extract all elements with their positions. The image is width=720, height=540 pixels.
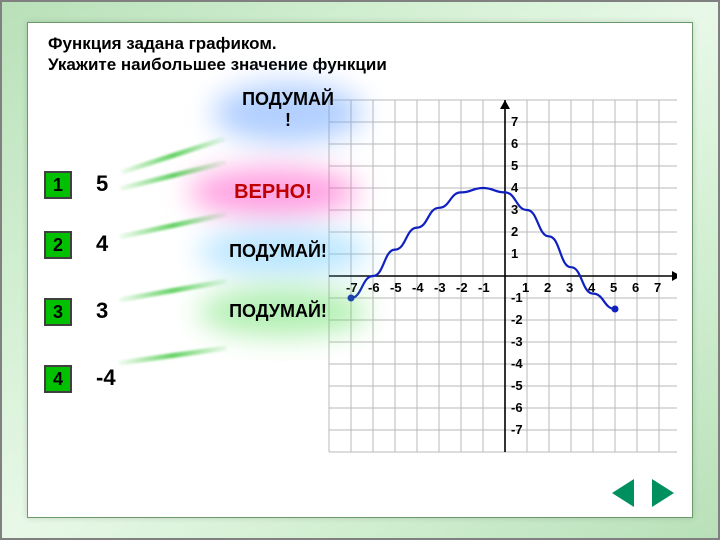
x-tick-label: 5 — [610, 280, 617, 295]
y-tick-label: -1 — [511, 290, 523, 305]
next-button[interactable] — [652, 479, 674, 507]
stroke-4 — [118, 345, 228, 365]
y-tick-label: -5 — [511, 378, 523, 393]
y-tick-label: 4 — [511, 180, 518, 195]
y-tick-label: 5 — [511, 158, 518, 173]
answer-number: 4 — [44, 365, 72, 393]
answer-value: 3 — [96, 298, 108, 324]
answer-option-1[interactable]: 15 — [44, 171, 108, 199]
answer-number: 3 — [44, 298, 72, 326]
answer-number: 1 — [44, 171, 72, 199]
x-tick-label: -6 — [368, 280, 380, 295]
feedback-top: ПОДУМАЙ ! — [228, 89, 348, 131]
x-tick-label: 2 — [544, 280, 551, 295]
x-tick-label: -1 — [478, 280, 490, 295]
answer-value: -4 — [96, 365, 116, 391]
answer-option-3[interactable]: 33 — [44, 298, 108, 326]
y-tick-label: 6 — [511, 136, 518, 151]
title-line-2: Укажите наибольшее значение функции — [48, 55, 387, 74]
question-title: Функция задана графиком. Укажите наиболь… — [48, 33, 387, 76]
y-tick-label: -3 — [511, 334, 523, 349]
stroke-3 — [118, 278, 227, 302]
x-tick-label: 6 — [632, 280, 639, 295]
y-tick-label: 2 — [511, 224, 518, 239]
feedback-2: ПОДУМАЙ! — [213, 241, 343, 262]
x-tick-label: -5 — [390, 280, 402, 295]
title-line-1: Функция задана графиком. — [48, 34, 277, 53]
x-tick-label: 1 — [522, 280, 529, 295]
y-tick-label: -4 — [511, 356, 523, 371]
y-tick-label: 3 — [511, 202, 518, 217]
feedback-3: ПОДУМАЙ! — [213, 301, 343, 322]
y-tick-label: 1 — [511, 246, 518, 261]
x-tick-label: -3 — [434, 280, 446, 295]
x-tick-label: 3 — [566, 280, 573, 295]
x-tick-label: -7 — [346, 280, 358, 295]
answer-number: 2 — [44, 231, 72, 259]
y-tick-label: -2 — [511, 312, 523, 327]
slide-panel: Функция задана графиком. Укажите наиболь… — [27, 22, 693, 518]
y-tick-label: -6 — [511, 400, 523, 415]
answer-option-2[interactable]: 24 — [44, 231, 108, 259]
answer-value: 4 — [96, 231, 108, 257]
x-tick-label: 7 — [654, 280, 661, 295]
stroke-1 — [120, 136, 226, 175]
stroke-2 — [119, 212, 228, 240]
x-tick-label: 4 — [588, 280, 595, 295]
y-tick-label: -7 — [511, 422, 523, 437]
prev-button[interactable] — [612, 479, 634, 507]
y-tick-label: 7 — [511, 114, 518, 129]
x-tick-label: -4 — [412, 280, 424, 295]
feedback-correct: ВЕРНО! — [213, 181, 333, 204]
x-tick-label: -2 — [456, 280, 468, 295]
function-chart: -7-6-5-4-3-2-11234567-7-6-5-4-3-2-112345… — [307, 78, 677, 478]
answer-option-4[interactable]: 4 -4 — [44, 365, 116, 393]
answer-value: 5 — [96, 171, 108, 197]
